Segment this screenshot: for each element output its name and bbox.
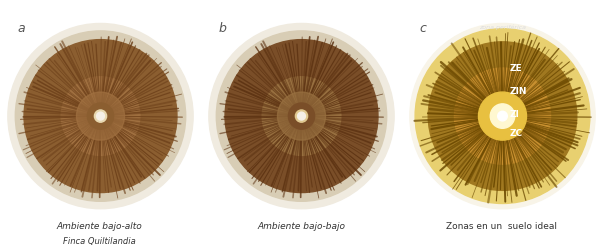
Text: ZC: ZC [509,129,523,138]
Text: zona periférica: zona periférica [479,24,526,30]
Ellipse shape [88,103,113,129]
Ellipse shape [454,68,551,164]
Text: Finca Quiltilandia: Finca Quiltilandia [62,237,136,246]
Ellipse shape [490,104,515,128]
Ellipse shape [8,23,193,209]
Ellipse shape [415,29,590,204]
Circle shape [97,112,104,120]
Ellipse shape [209,23,394,209]
Text: ZE: ZE [509,63,522,73]
Ellipse shape [76,92,125,140]
Ellipse shape [15,31,186,201]
Ellipse shape [94,110,107,122]
Ellipse shape [428,42,577,190]
Ellipse shape [61,77,140,155]
Circle shape [298,112,305,120]
Ellipse shape [295,110,308,122]
Text: a: a [17,22,25,35]
Ellipse shape [277,92,326,140]
Ellipse shape [225,40,378,193]
Text: ZI: ZI [509,110,520,119]
Circle shape [497,111,508,121]
Ellipse shape [410,23,595,209]
Text: Ambiente bajo-bajo: Ambiente bajo-bajo [257,222,345,231]
Ellipse shape [478,92,527,140]
Ellipse shape [289,103,314,129]
Text: Ambiente bajo-alto: Ambiente bajo-alto [56,222,142,231]
Text: ZIN: ZIN [509,87,527,96]
Ellipse shape [262,77,341,155]
Text: c: c [419,22,427,35]
Text: b: b [218,22,226,35]
Ellipse shape [216,31,387,201]
Ellipse shape [24,40,177,193]
Text: Zonas en un  suelo ideal: Zonas en un suelo ideal [445,222,557,231]
